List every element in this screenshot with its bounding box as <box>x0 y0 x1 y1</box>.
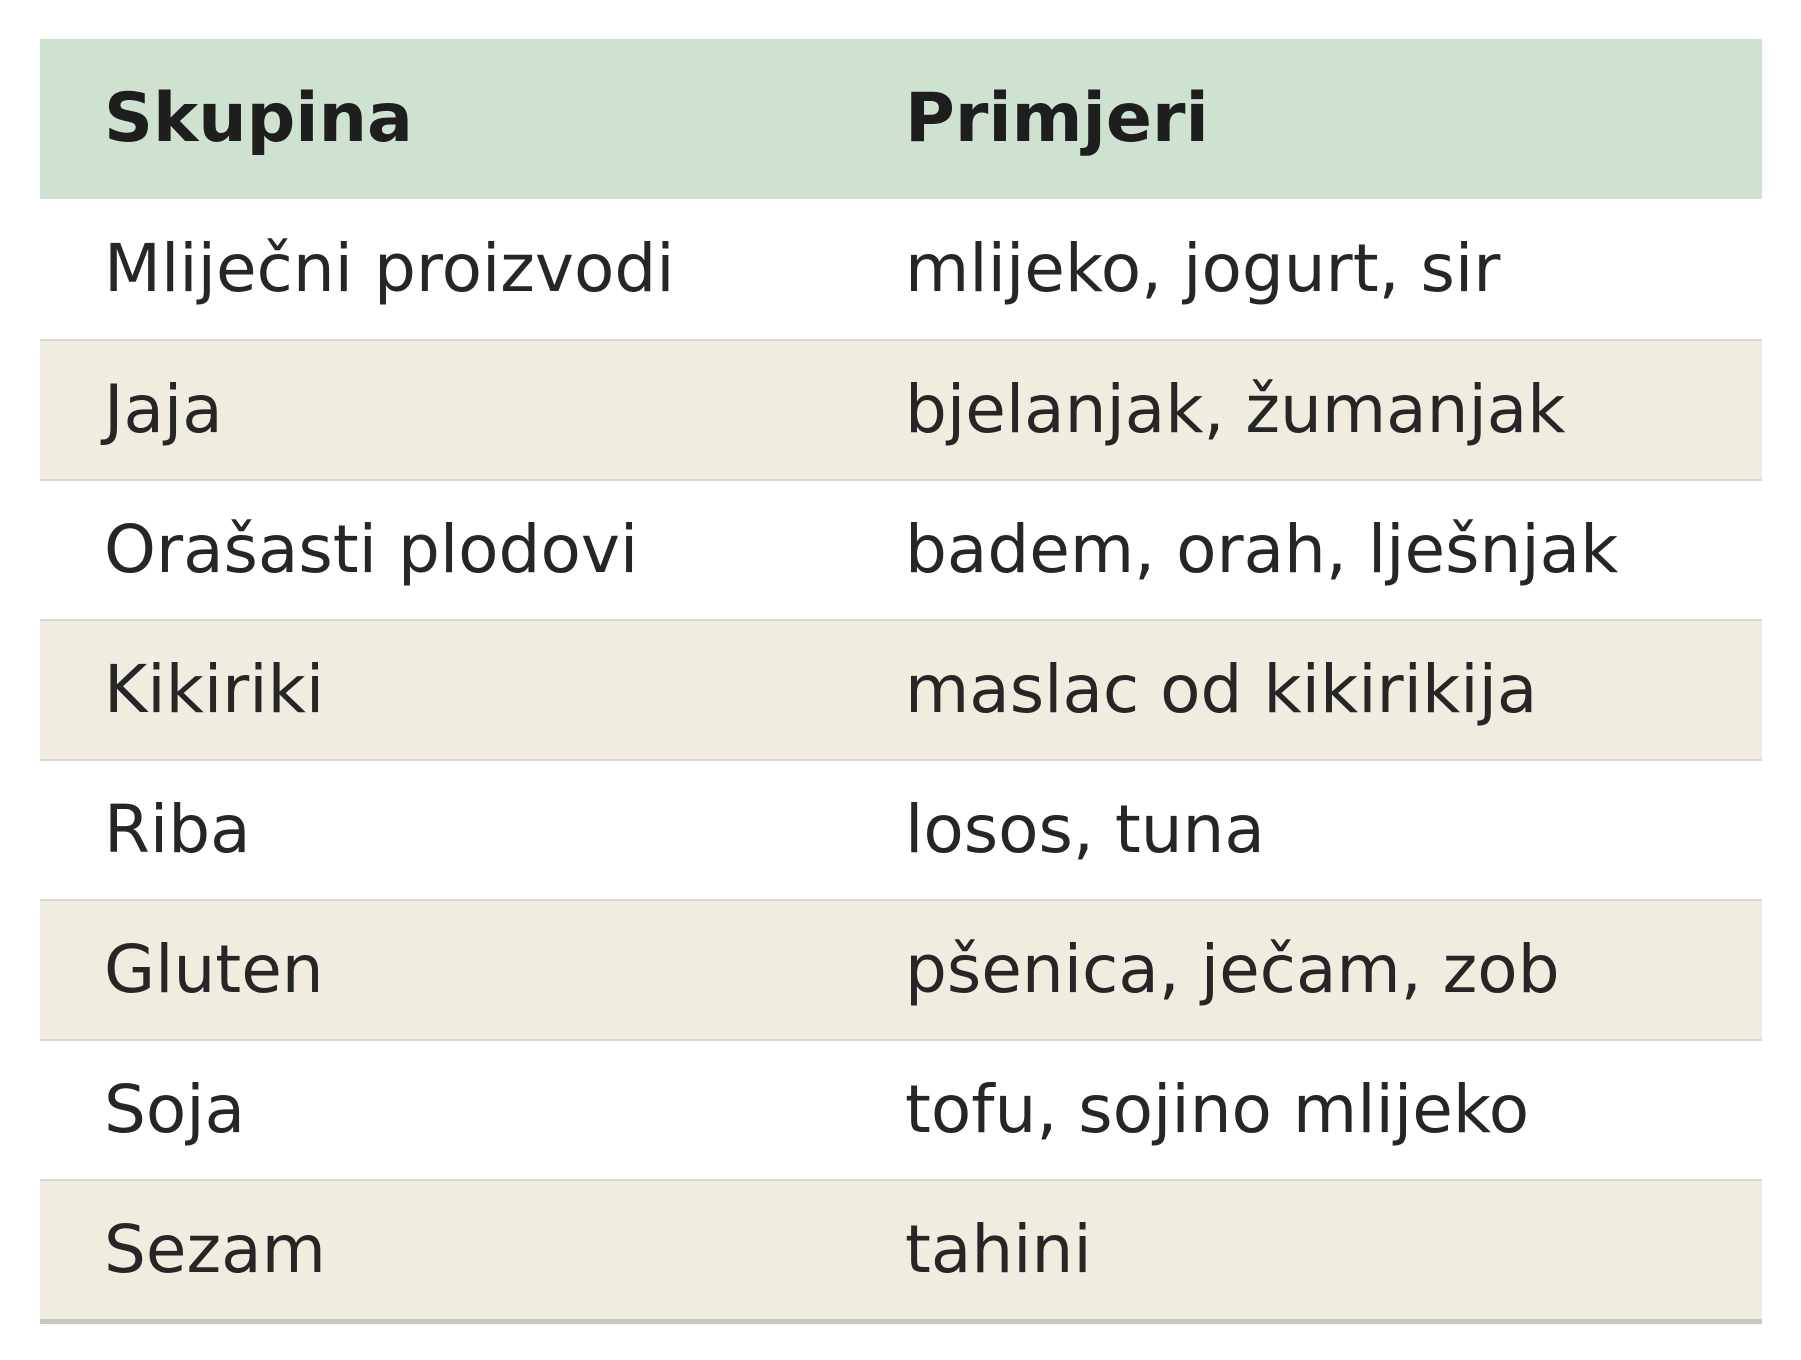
table-row: Soja tofu, sojino mlijeko <box>40 1039 1762 1179</box>
group-cell: Gluten <box>104 931 324 1009</box>
examples-cell: pšenica, ječam, zob <box>905 931 1560 1009</box>
table-row: Orašasti plodovi badem, orah, lješnjak <box>40 479 1762 619</box>
examples-cell: maslac od kikirikija <box>905 651 1538 729</box>
examples-cell: mlijeko, jogurt, sir <box>905 230 1501 308</box>
group-cell: Kikiriki <box>104 651 325 729</box>
table-header-row: Skupina Primjeri <box>40 39 1762 199</box>
column-header-skupina: Skupina <box>104 79 413 159</box>
group-cell: Orašasti plodovi <box>104 511 639 589</box>
column-header-primjeri: Primjeri <box>905 79 1209 159</box>
table-row: Mliječni proizvodi mlijeko, jogurt, sir <box>40 199 1762 339</box>
table-row: Riba losos, tuna <box>40 759 1762 899</box>
examples-cell: losos, tuna <box>905 791 1265 869</box>
table-row: Jaja bjelanjak, žumanjak <box>40 339 1762 479</box>
table-row: Gluten pšenica, ječam, zob <box>40 899 1762 1039</box>
group-cell: Mliječni proizvodi <box>104 230 675 308</box>
examples-cell: badem, orah, lješnjak <box>905 511 1619 589</box>
examples-cell: tahini <box>905 1211 1092 1289</box>
group-cell: Riba <box>104 791 251 869</box>
allergen-table: Skupina Primjeri Mliječni proizvodi mlije… <box>40 39 1762 1324</box>
group-cell: Jaja <box>104 371 223 449</box>
group-cell: Soja <box>104 1071 246 1149</box>
examples-cell: tofu, sojino mlijeko <box>905 1071 1530 1149</box>
examples-cell: bjelanjak, žumanjak <box>905 371 1566 449</box>
table-row: Sezam tahini <box>40 1179 1762 1319</box>
table-row: Kikiriki maslac od kikirikija <box>40 619 1762 759</box>
group-cell: Sezam <box>104 1211 326 1289</box>
